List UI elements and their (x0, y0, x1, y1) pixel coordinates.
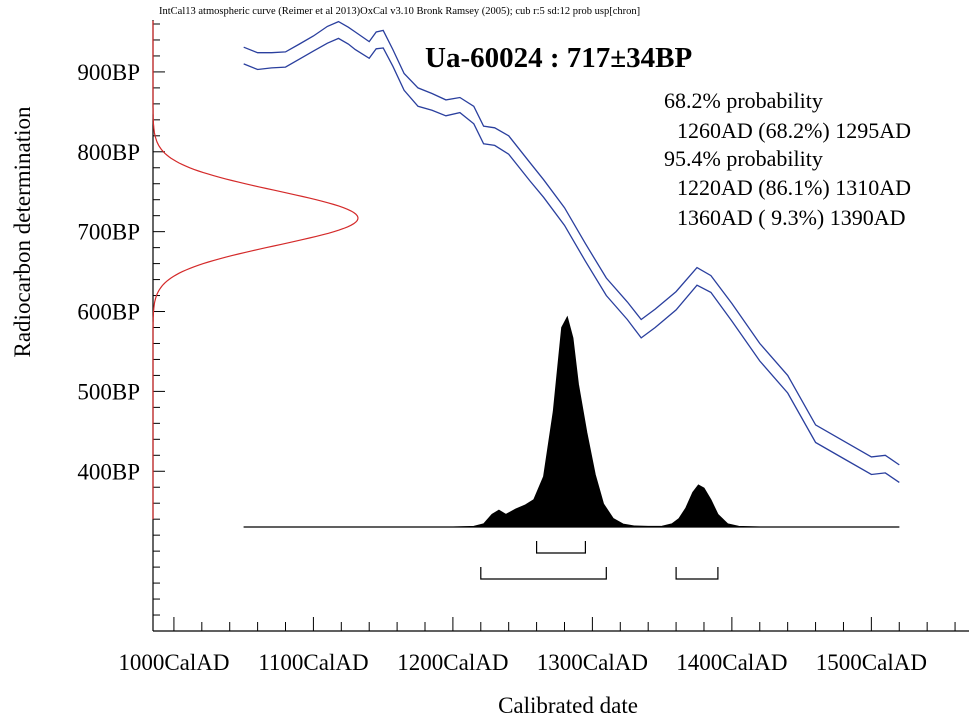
probability-range-brackets (480, 541, 719, 580)
y-tick-label: 600BP (77, 300, 140, 325)
posterior-distribution (243, 315, 900, 528)
x-tick-label: 1300CalAD (537, 650, 648, 675)
probability-annotations: 68.2% probability 1260AD (68.2%) 1295AD 95… (664, 88, 911, 230)
axes: 1000CalAD 1100CalAD 1200CalAD 1300CalAD 1400… (77, 20, 969, 675)
y-tick-label: 400BP (77, 459, 140, 484)
x-tick-label: 1000CalAD (118, 650, 229, 675)
probability-annotation: 1220AD (86.1%) 1310AD (677, 175, 911, 200)
calibration-curve (243, 20, 900, 483)
x-axis-label: Calibrated date (498, 693, 638, 718)
measurement-gaussian (152, 20, 359, 520)
chart-title: Ua-60024 : 717±34BP (425, 42, 692, 74)
probability-annotation: 68.2% probability (664, 88, 823, 113)
posterior-density (243, 315, 900, 528)
range-bracket-3 (675, 567, 719, 580)
probability-annotation: 1260AD (68.2%) 1295AD (677, 118, 911, 143)
range-bracket-1 (536, 541, 586, 554)
x-tick-label: 1400CalAD (676, 650, 787, 675)
x-tick-label: 1200CalAD (397, 650, 508, 675)
calibration-curve-lower (243, 37, 900, 483)
range-bracket-2 (480, 567, 607, 580)
y-tick-label: 900BP (77, 60, 140, 85)
x-tick-label: 1100CalAD (258, 650, 368, 675)
x-tick-label: 1500CalAD (816, 650, 927, 675)
probability-annotation: 1360AD ( 9.3%) 1390AD (677, 205, 906, 230)
chart-header-note: IntCal13 atmospheric curve (Reimer et al… (159, 6, 640, 17)
y-tick-label: 800BP (77, 140, 140, 165)
y-axis-label: Radiocarbon determination (10, 106, 35, 358)
probability-annotation: 95.4% probability (664, 146, 823, 171)
y-tick-label: 700BP (77, 220, 140, 245)
calibration-curve-upper (243, 20, 900, 466)
y-tick-label: 500BP (77, 379, 140, 404)
measurement-distribution (152, 20, 359, 520)
